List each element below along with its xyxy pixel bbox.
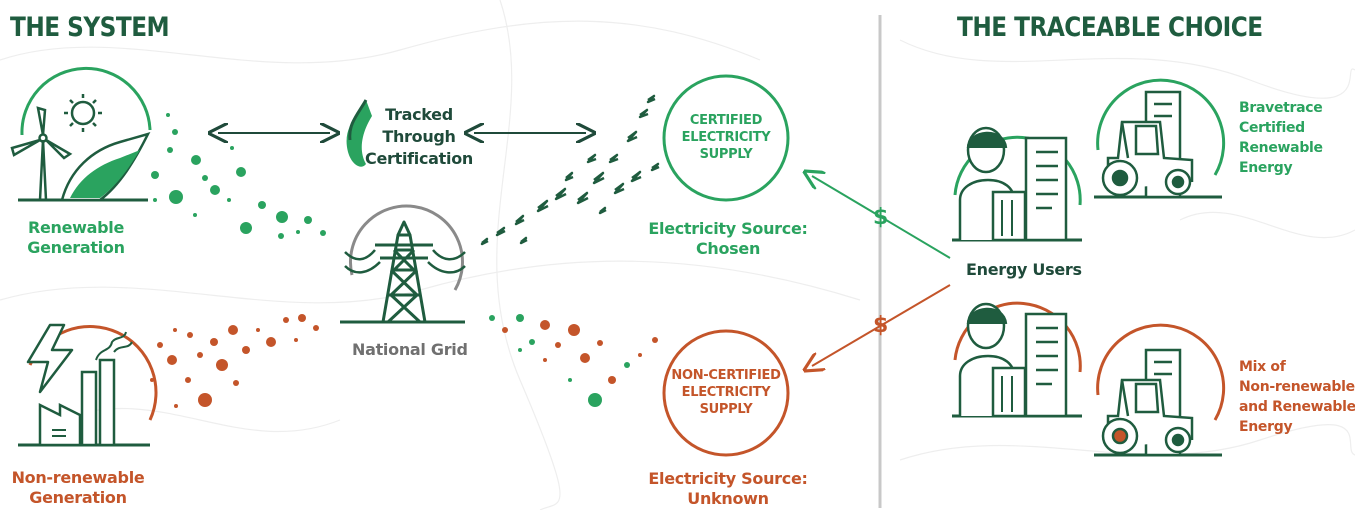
nonrenewable-generation-label: Non-renewable Generation: [11, 468, 145, 507]
lightning-icon: [26, 323, 74, 394]
noncertified-supply-label: NON-CERTIFIED ELECTRICITY SUPPLY: [671, 368, 781, 417]
mixed-energy-dots: [489, 314, 658, 407]
payment-uncertified-dollar: $: [873, 313, 889, 338]
energy-users-label: Energy Users: [966, 260, 1082, 279]
traceable-choice-heading: THE TRACEABLE CHOICE: [957, 12, 1263, 43]
tractor-icon: [1101, 378, 1194, 455]
system-heading: THE SYSTEM: [10, 12, 170, 43]
factory-icon: [38, 331, 133, 447]
farm-certified-icon: [1094, 78, 1226, 199]
renewable-generation-label: Renewable Generation: [27, 218, 125, 257]
arrow-icon: [812, 284, 951, 366]
sun-icon: [64, 94, 102, 132]
certified-flow-marks: [480, 94, 660, 246]
renewable-generation-icon: [10, 66, 152, 202]
national-grid-label: National Grid: [352, 340, 468, 359]
nonrenewable-generation-icon: [18, 323, 158, 447]
tracked-certification-label: Tracked Through Certification: [365, 105, 473, 168]
noncertified-supply-circle: [662, 329, 790, 457]
tractor-icon: [1101, 120, 1194, 197]
farm-mix-icon: [1094, 323, 1226, 457]
certified-supply-label: CERTIFIED ELECTRICITY SUPPLY: [681, 113, 771, 162]
energy-user-bottom-icon: [952, 301, 1082, 418]
source-chosen-label: Electricity Source: Chosen: [648, 219, 808, 258]
arrow-icon: [812, 176, 951, 259]
renewable-energy-dots: [151, 113, 326, 239]
certified-supply-circle: [662, 74, 790, 202]
energy-user-top-icon: [952, 126, 1082, 242]
building-icon: [991, 136, 1068, 242]
certification-mark-icon: [346, 99, 372, 167]
payment-certified-dollar: $: [873, 205, 889, 230]
pylon-icon: [340, 204, 466, 324]
bravetrace-certified-label: Bravetrace Certified Renewable Energy: [1239, 100, 1323, 176]
wind-turbine-icon: [10, 106, 73, 201]
nonrenewable-energy-dots: [150, 314, 319, 408]
solar-panel-icon: [60, 132, 151, 202]
building-icon: [991, 312, 1068, 418]
source-unknown-label: Electricity Source: Unknown: [648, 469, 808, 508]
mix-energy-label: Mix of Non-renewable and Renewable Energ…: [1239, 359, 1355, 435]
